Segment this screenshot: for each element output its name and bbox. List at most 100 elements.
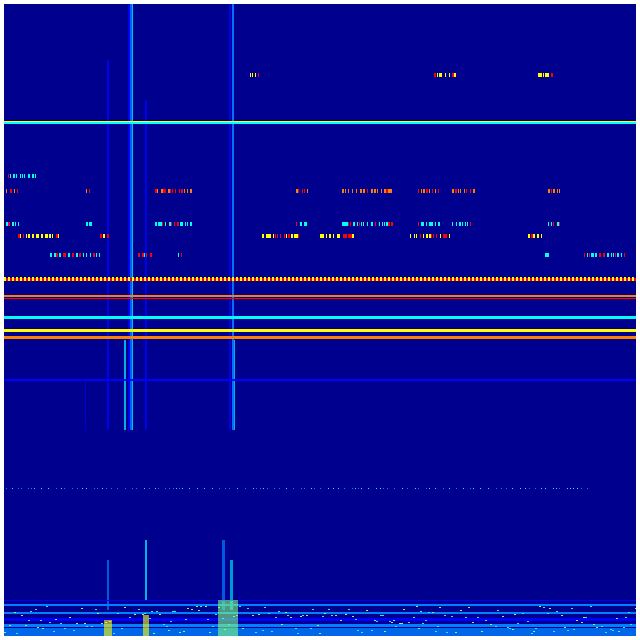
- blip: [171, 222, 172, 226]
- dot: [496, 488, 497, 489]
- bottom-speck: [593, 624, 595, 625]
- blip: [621, 253, 622, 257]
- blip: [304, 222, 306, 226]
- band-dash: [96, 277, 98, 281]
- blip: [559, 222, 560, 226]
- dot: [34, 488, 35, 489]
- blip: [298, 189, 299, 193]
- dot: [320, 488, 321, 489]
- band-dash: [320, 277, 322, 281]
- dot: [301, 488, 302, 489]
- dot: [94, 488, 95, 489]
- horizontal-band: [4, 295, 636, 297]
- bottom-speck: [403, 609, 405, 610]
- blip: [28, 234, 30, 238]
- bottom-speck: [556, 611, 558, 612]
- vertical-streak: [232, 4, 234, 430]
- bottom-speck: [73, 630, 75, 631]
- blip: [158, 222, 160, 226]
- bottom-speck: [205, 606, 207, 607]
- dot: [570, 488, 571, 489]
- dot: [179, 488, 180, 489]
- band-dash: [632, 277, 634, 281]
- blip: [250, 73, 251, 77]
- band-dash: [280, 277, 282, 281]
- bottom-speck: [376, 621, 378, 622]
- band-dash: [260, 277, 262, 281]
- bottom-speck: [395, 626, 397, 627]
- bottom-speck: [382, 615, 384, 616]
- dot: [61, 488, 62, 489]
- band-dash: [272, 277, 274, 281]
- vertical-streak: [107, 560, 109, 610]
- band-dash: [536, 277, 538, 281]
- vertical-streak: [107, 60, 109, 430]
- vertical-streak: [230, 560, 233, 610]
- bottom-speck: [446, 632, 448, 633]
- bottom-speck: [168, 630, 170, 631]
- blip: [35, 174, 36, 178]
- blip: [20, 234, 21, 238]
- bottom-speck: [590, 606, 592, 607]
- dot: [535, 488, 536, 489]
- band-dash: [388, 277, 390, 281]
- bottom-speck: [439, 607, 441, 608]
- bottom-speck: [583, 617, 585, 618]
- dot: [86, 488, 87, 489]
- bottom-speck: [573, 629, 575, 630]
- bottom-speck: [543, 607, 545, 608]
- band-dash: [12, 277, 14, 281]
- band-dash: [120, 277, 122, 281]
- blip: [382, 222, 383, 226]
- band-dash: [324, 277, 326, 281]
- blip: [22, 174, 23, 178]
- bottom-speck: [581, 622, 583, 623]
- band-dash: [544, 277, 546, 281]
- blip: [161, 189, 163, 193]
- blip: [326, 234, 327, 238]
- blip: [459, 222, 461, 226]
- blip: [423, 189, 425, 193]
- blip: [410, 234, 411, 238]
- dot: [473, 488, 474, 489]
- bottom-speck: [610, 629, 612, 630]
- dot: [204, 488, 205, 489]
- blip: [296, 189, 298, 193]
- blip: [86, 189, 87, 193]
- bottom-speck: [357, 630, 359, 631]
- blip: [431, 222, 433, 226]
- bottom-speck: [460, 610, 462, 611]
- bottom-speck: [278, 611, 280, 612]
- bottom-speck: [490, 624, 492, 625]
- blip: [54, 253, 56, 257]
- blip: [384, 189, 386, 193]
- bottom-speck: [437, 626, 439, 627]
- blip: [8, 174, 9, 178]
- band-dash: [348, 277, 350, 281]
- bottom-band: [4, 612, 636, 614]
- band-dash: [428, 277, 430, 281]
- blip: [20, 174, 21, 178]
- blip: [543, 73, 544, 77]
- dot: [333, 488, 334, 489]
- blip: [168, 189, 170, 193]
- bottom-speck: [55, 619, 57, 620]
- blip: [83, 253, 84, 257]
- band-dash: [436, 277, 438, 281]
- blip: [363, 189, 365, 193]
- blip: [16, 174, 17, 178]
- blip: [458, 189, 459, 193]
- band-dash: [416, 277, 418, 281]
- band-dash: [300, 277, 302, 281]
- blip: [452, 222, 453, 226]
- band-dash: [356, 277, 358, 281]
- blip: [357, 222, 358, 226]
- dot: [418, 488, 419, 489]
- blip: [12, 222, 14, 226]
- blip: [386, 189, 388, 193]
- bottom-speck: [481, 631, 483, 632]
- bottom-speck: [428, 612, 430, 613]
- band-dash: [76, 277, 78, 281]
- band-dash: [528, 277, 530, 281]
- blip: [438, 222, 440, 226]
